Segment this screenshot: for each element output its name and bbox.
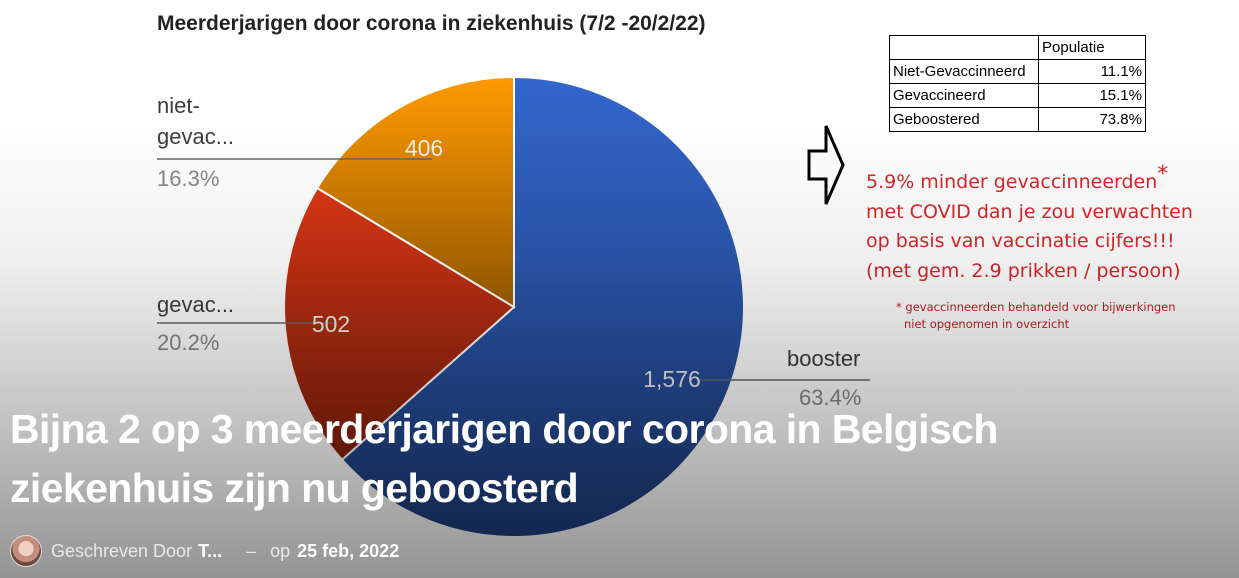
footnote-line: * gevaccinneerden behandeld voor bijwerk… <box>896 300 1176 314</box>
annotation-line: (met gem. 2.9 prikken / persoon) <box>866 259 1181 282</box>
table-header-row: Populatie <box>889 35 1146 60</box>
author-name-link[interactable]: T... <box>198 540 223 561</box>
article-headline[interactable]: Bijna 2 op 3 meerderjarigen door corona … <box>10 406 998 511</box>
population-table: Populatie Niet-Gevaccinneerd 11.1% Gevac… <box>889 35 1146 132</box>
date-prefix: op <box>270 540 291 561</box>
annotation-star: * <box>1157 162 1169 187</box>
meta-separator: – <box>246 540 257 561</box>
slice-value-label-niet-gevaccineerd: 406 <box>405 135 443 161</box>
pie-slice-niet-gevaccineerd <box>315 75 515 309</box>
footnote: * gevaccinneerden behandeld voor bijwerk… <box>896 299 1226 333</box>
legend-percent-gevaccineerd: 20.2% <box>157 330 220 355</box>
legend-label-gevaccineerd: gevac... <box>157 292 235 317</box>
annotation-line: op basis van vaccinatie cijfers!!! <box>866 230 1175 252</box>
table-cell-value: 73.8% <box>1038 107 1146 132</box>
table-cell-name: Geboostered <box>889 107 1039 132</box>
annotation-text: 5.9% minder gevaccinneerden* met COVID d… <box>866 160 1238 286</box>
pie-slice-booster <box>340 75 745 538</box>
table-row: Gevaccineerd 15.1% <box>889 83 1146 108</box>
slice-value-label-gevaccineerd: 502 <box>312 311 350 337</box>
table-cell-name: Niet-Gevaccinneerd <box>889 59 1039 84</box>
author-avatar[interactable] <box>10 535 42 567</box>
legend-label-booster: booster <box>787 346 861 371</box>
footnote-line: niet opgenomen in overzicht <box>904 317 1070 331</box>
legend-percent-niet-gevaccineerd: 16.3% <box>157 166 220 191</box>
table-cell-name: Gevaccineerd <box>889 83 1039 108</box>
table-cell-value: 11.1% <box>1038 59 1146 84</box>
legend-label-niet-gevaccineerd: niet- gevac... <box>157 93 235 149</box>
chart-title: Meerderjarigen door corona in ziekenhuis… <box>157 12 706 35</box>
table-cell-value: 15.1% <box>1038 83 1146 108</box>
article-meta: Geschreven Door T... – op 25 feb, 2022 <box>10 534 399 568</box>
annotation-line: met COVID dan je zou verwachten <box>866 200 1193 223</box>
legend-percent-booster: 63.4% <box>799 385 862 410</box>
annotation-line: 5.9% minder gevaccinneerden* <box>866 162 1169 193</box>
table-header-cell <box>889 35 1039 60</box>
right-arrow-outline-icon <box>807 125 845 205</box>
table-row: Niet-Gevaccinneerd 11.1% <box>889 59 1146 84</box>
slice-value-label-booster: 1,576 <box>643 366 701 392</box>
table-header-cell: Populatie <box>1038 35 1146 60</box>
table-row: Geboostered 73.8% <box>889 107 1146 132</box>
publish-date: 25 feb, 2022 <box>297 540 400 561</box>
written-by-label: Geschreven Door <box>51 540 193 561</box>
pie-slice-gevaccineerd <box>283 186 516 462</box>
